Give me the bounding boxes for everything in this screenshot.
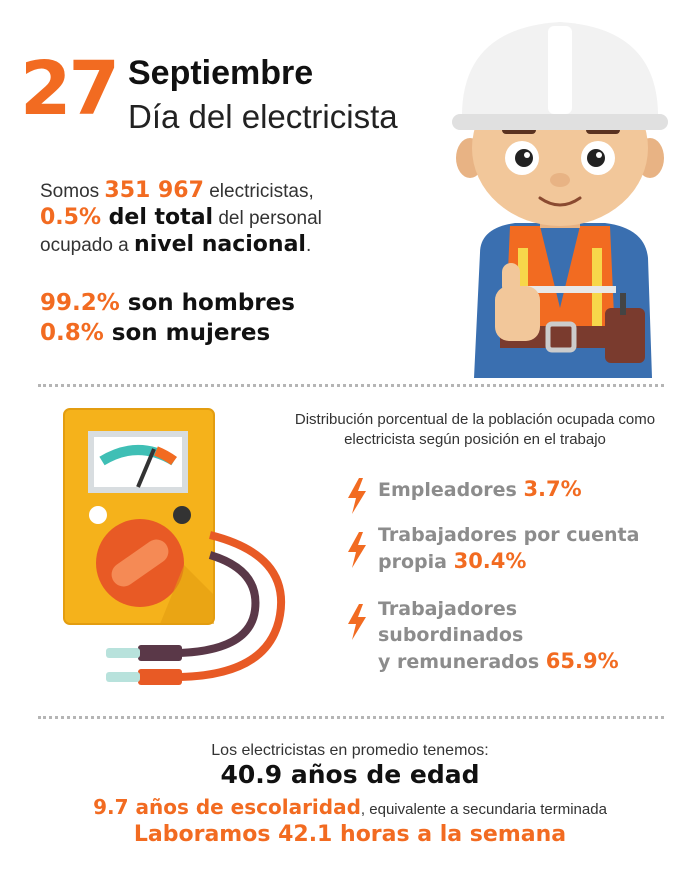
position-pct: 30.4% bbox=[453, 549, 527, 573]
intro-text-nivel-nacional: nivel nacional bbox=[134, 232, 306, 257]
position-label-line-2: propia bbox=[378, 551, 454, 573]
distribution-title-line-2: electricista según posición en el trabaj… bbox=[344, 431, 606, 448]
intro-text-del-total: del total bbox=[101, 205, 214, 230]
intro-text: Somos 351 967 electricistas, 0.5% del to… bbox=[40, 178, 460, 259]
weekly-hours: Laboramos 42.1 horas a la semana bbox=[133, 822, 567, 847]
position-label: Trabajadores por cuenta bbox=[378, 524, 640, 546]
gender-stats: 99.2% son hombres 0.8% son mujeres bbox=[40, 288, 295, 348]
schooling-equivalence: , equivalente a secundaria terminada bbox=[360, 801, 607, 818]
list-item: Empleadores 3.7% bbox=[346, 476, 666, 514]
schooling-line: 9.7 años de escolaridad, equivalente a s… bbox=[0, 795, 700, 819]
position-pct: 65.9% bbox=[545, 649, 619, 673]
distribution-title-line-1: Distribución porcentual de la población … bbox=[294, 411, 656, 428]
position-pct: 3.7% bbox=[523, 477, 582, 501]
position-label-line-2: y remunerados bbox=[378, 651, 546, 673]
average-schooling: 9.7 años de escolaridad bbox=[93, 795, 361, 819]
page-title: Día del electricista bbox=[128, 98, 398, 135]
lightning-bolt-icon bbox=[348, 532, 366, 568]
men-pct: 99.2% bbox=[40, 290, 120, 316]
men-label: son hombres bbox=[119, 290, 295, 316]
intro-text-somos: Somos bbox=[40, 181, 105, 202]
intro-text-period: . bbox=[305, 235, 312, 256]
list-item: Trabajadores subordinados y remunerados 6… bbox=[346, 596, 666, 673]
intro-text-electricistas: electricistas, bbox=[203, 181, 314, 202]
divider bbox=[38, 384, 664, 387]
day-number: 27 bbox=[20, 46, 120, 132]
intro-text-personal: del personal bbox=[213, 208, 322, 229]
position-label: Empleadores bbox=[378, 479, 524, 501]
lightning-bolt-icon bbox=[348, 478, 366, 514]
position-label: Trabajadores subordinados bbox=[378, 598, 524, 646]
distribution-title: Distribución porcentual de la población … bbox=[290, 410, 660, 450]
divider bbox=[38, 716, 664, 719]
summary-intro: Los electricistas en promedio tenemos: bbox=[211, 742, 489, 759]
intro-text-ocupado: ocupado a bbox=[40, 235, 135, 256]
total-electricians: 351 967 bbox=[104, 178, 204, 203]
multimeter-illustration bbox=[63, 408, 286, 685]
list-item: Trabajadores por cuenta propia 30.4% bbox=[346, 522, 666, 578]
month-title: Septiembre bbox=[128, 54, 314, 92]
women-label: son mujeres bbox=[103, 320, 271, 346]
national-share: 0.5% bbox=[40, 205, 102, 230]
average-age: 40.9 años de edad bbox=[220, 760, 480, 789]
lightning-bolt-icon bbox=[348, 604, 366, 640]
electrician-mascot-illustration bbox=[452, 22, 668, 378]
women-pct: 0.8% bbox=[40, 320, 104, 346]
